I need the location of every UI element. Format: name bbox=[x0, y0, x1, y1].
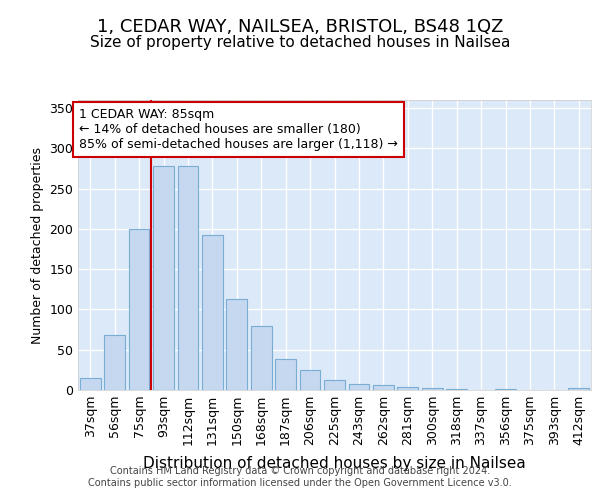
Bar bbox=[373, 385, 394, 390]
Bar bbox=[568, 388, 589, 390]
Y-axis label: Number of detached properties: Number of detached properties bbox=[31, 146, 44, 344]
Bar bbox=[324, 380, 345, 390]
Text: Size of property relative to detached houses in Nailsea: Size of property relative to detached ho… bbox=[90, 35, 510, 50]
Bar bbox=[226, 299, 247, 390]
Bar bbox=[397, 387, 418, 390]
Bar bbox=[299, 370, 320, 390]
Bar bbox=[80, 378, 101, 390]
Text: 1 CEDAR WAY: 85sqm
← 14% of detached houses are smaller (180)
85% of semi-detach: 1 CEDAR WAY: 85sqm ← 14% of detached hou… bbox=[79, 108, 398, 151]
Bar bbox=[202, 234, 223, 390]
Bar bbox=[349, 384, 370, 390]
Bar bbox=[128, 229, 149, 390]
Bar bbox=[251, 326, 272, 390]
Text: 1, CEDAR WAY, NAILSEA, BRISTOL, BS48 1QZ: 1, CEDAR WAY, NAILSEA, BRISTOL, BS48 1QZ bbox=[97, 18, 503, 36]
Bar bbox=[178, 166, 199, 390]
Bar bbox=[104, 335, 125, 390]
X-axis label: Distribution of detached houses by size in Nailsea: Distribution of detached houses by size … bbox=[143, 456, 526, 471]
Bar bbox=[495, 389, 516, 390]
Text: Contains HM Land Registry data © Crown copyright and database right 2024.
Contai: Contains HM Land Registry data © Crown c… bbox=[88, 466, 512, 487]
Bar bbox=[446, 389, 467, 390]
Bar bbox=[422, 388, 443, 390]
Bar bbox=[275, 360, 296, 390]
Bar bbox=[153, 166, 174, 390]
